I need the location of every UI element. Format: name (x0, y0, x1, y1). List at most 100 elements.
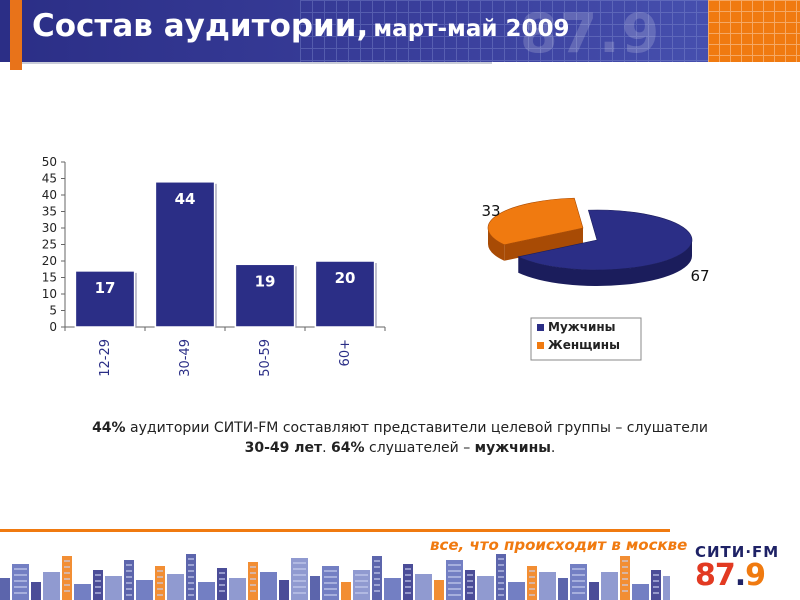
building-window (572, 580, 585, 582)
building-window (467, 574, 473, 576)
building-window (188, 558, 194, 560)
caption-text-3: слушателей – (364, 440, 475, 456)
building-window (188, 564, 194, 566)
age-bar-chart: 0 5 10 15 20 25 30 35 40 45 50 17 12-29 44 30-49 19 50-5… (42, 155, 386, 377)
building-window (126, 582, 132, 584)
skyline-building (539, 572, 556, 600)
building-window (622, 572, 628, 574)
building-window (448, 582, 461, 584)
building-window (250, 578, 256, 580)
building-window (498, 564, 504, 566)
building-window (14, 574, 27, 576)
skyline-building (663, 576, 670, 600)
skyline-building (31, 582, 41, 600)
y-tick-label: 10 (42, 287, 57, 301)
caption-share-men: 64% (331, 440, 365, 456)
building-window (622, 566, 628, 568)
bar-value-label: 17 (95, 279, 116, 297)
pie-value-label-men: 67 (690, 267, 709, 285)
building-window (572, 574, 585, 576)
building-window (374, 566, 380, 568)
building-window (374, 572, 380, 574)
building-window (219, 590, 225, 592)
city-skyline-illustration (0, 554, 670, 600)
building-window (448, 564, 461, 566)
building-window (126, 570, 132, 572)
pie-slice-side-0 (518, 240, 692, 286)
y-tick-label: 40 (42, 188, 57, 202)
building-window (529, 576, 535, 578)
building-window (64, 566, 70, 568)
building-window (64, 584, 70, 586)
skyline-building (558, 578, 568, 600)
y-tick-label: 35 (42, 205, 57, 219)
page-title: Состав аудитории, март-май 2009 (32, 8, 570, 44)
skyline-building (341, 582, 351, 600)
building-window (157, 570, 163, 572)
caption-men: мужчины (474, 440, 551, 456)
y-tick-label: 0 (49, 320, 57, 334)
building-window (95, 592, 101, 594)
legend-swatch (537, 342, 544, 349)
building-window (405, 580, 411, 582)
bar-value-label: 19 (255, 272, 276, 290)
x-category-label: 12-29 (98, 339, 113, 377)
building-window (467, 586, 473, 588)
building-window (498, 570, 504, 572)
building-window (293, 568, 306, 570)
building-window (250, 572, 256, 574)
skyline-building (508, 582, 525, 600)
y-tick-label: 15 (42, 271, 57, 285)
skyline-building (74, 584, 91, 600)
building-window (324, 570, 337, 572)
header-banner: 87.9 (0, 0, 800, 62)
building-window (14, 592, 27, 594)
building-window (653, 580, 659, 582)
building-window (157, 594, 163, 596)
building-window (355, 574, 368, 576)
building-window (498, 558, 504, 560)
skyline-building (279, 580, 289, 600)
building-window (250, 584, 256, 586)
building-window (64, 560, 70, 562)
building-window (622, 578, 628, 580)
building-window (126, 594, 132, 596)
building-window (448, 570, 461, 572)
building-window (188, 582, 194, 584)
legend-swatch (537, 324, 544, 331)
building-window (529, 594, 535, 596)
building-window (293, 562, 306, 564)
building-window (219, 584, 225, 586)
header-grid-pattern (300, 0, 710, 62)
legend-entry: Женщины (548, 338, 620, 352)
building-window (293, 580, 306, 582)
building-window (293, 586, 306, 588)
building-window (188, 588, 194, 590)
page-title-period: март-май 2009 (373, 16, 570, 42)
skyline-building (465, 570, 475, 600)
bar-30-49 (154, 181, 216, 328)
bar-12-29 (74, 270, 136, 328)
skyline-building (229, 578, 246, 600)
building-window (622, 584, 628, 586)
building-window (355, 592, 368, 594)
caption-age-group: 30-49 лет (244, 440, 323, 456)
pie-slice-cut-1 (574, 198, 583, 244)
y-tick-label: 5 (49, 304, 57, 318)
building-window (572, 592, 585, 594)
footer-line (0, 529, 670, 532)
building-window (653, 592, 659, 594)
skyline-building (43, 572, 60, 600)
caption-share-target: 44% (92, 420, 126, 436)
bar-50-59 (234, 263, 296, 328)
building-window (157, 582, 163, 584)
building-window (653, 586, 659, 588)
building-window (126, 588, 132, 590)
page-title-main: Состав аудитории, (32, 8, 369, 44)
building-window (324, 588, 337, 590)
bar-value-label: 44 (175, 190, 196, 208)
building-window (529, 582, 535, 584)
building-window (448, 588, 461, 590)
y-tick-label: 25 (42, 238, 57, 252)
building-window (64, 578, 70, 580)
